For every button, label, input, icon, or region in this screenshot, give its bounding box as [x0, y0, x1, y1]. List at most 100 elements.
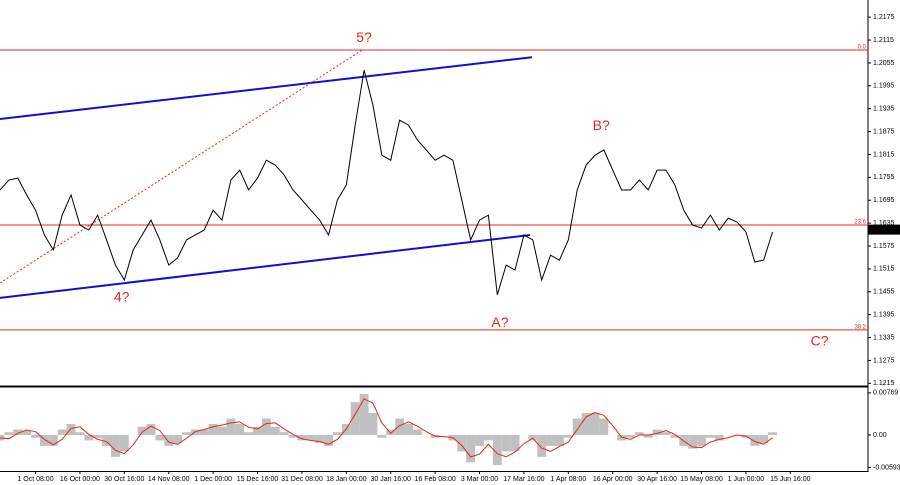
histogram-bar: [324, 434, 333, 446]
histogram-bar: [563, 434, 573, 438]
histogram-bar: [333, 432, 342, 435]
histogram-bar: [395, 418, 405, 435]
y-tick-label: 1.1515: [873, 266, 895, 273]
y-tick-label: 1.1575: [873, 243, 895, 250]
x-tick-label: 18 Jan 00:00: [326, 476, 367, 483]
histogram-bar: [217, 426, 227, 435]
histogram-bar: [244, 432, 254, 435]
histogram-bar: [697, 434, 706, 446]
histogram-bar: [492, 434, 502, 466]
histogram-bar: [199, 429, 209, 435]
histogram-bar: [279, 432, 289, 435]
y-tick-label: 1.1635: [873, 220, 895, 227]
histogram-bar: [13, 429, 23, 435]
x-tick-label: 30 Jan 16:00: [370, 476, 411, 483]
histogram-bar: [714, 434, 724, 441]
histogram-bar: [377, 434, 387, 438]
histogram-bar: [617, 434, 627, 441]
wave-label: 5?: [356, 29, 372, 45]
x-tick-label: 15 Dec 16:00: [237, 476, 279, 483]
histogram-bar: [466, 434, 476, 463]
trendline: [0, 56, 533, 120]
y-tick-label: 1.1455: [873, 289, 895, 296]
y-tick-label: 1.2115: [873, 37, 894, 44]
histogram-bar: [501, 434, 511, 452]
histogram-bar: [652, 429, 662, 435]
histogram-bar: [146, 424, 156, 435]
x-tick-label: 31 Dec 08:00: [281, 476, 323, 483]
histogram-bar: [270, 426, 280, 435]
x-tick-label: 15 Jun 16:00: [770, 476, 811, 483]
x-tick-label: 17 Mar 16:00: [503, 476, 544, 483]
histogram-bar: [661, 432, 671, 435]
histogram-bar: [386, 429, 396, 435]
histogram-bar: [155, 434, 165, 441]
y-tick-label: 1.1695: [873, 197, 895, 204]
y-tick-label: 1.1275: [873, 357, 895, 364]
y-tick-label: 0.00769: [873, 390, 898, 397]
histogram-bar: [768, 432, 777, 435]
histogram-bar: [705, 434, 715, 438]
wave-label: A?: [491, 314, 508, 330]
histogram-bar: [164, 434, 174, 446]
histogram-bar: [750, 434, 760, 446]
y-tick-label: 1.1875: [873, 128, 895, 135]
histogram-bar: [226, 418, 236, 435]
last-price-label: 1.1618: [873, 226, 895, 233]
histogram-bar: [102, 434, 111, 446]
histogram-bar: [111, 434, 120, 457]
histogram-bar: [182, 432, 191, 435]
histogram-bar: [350, 402, 360, 435]
histogram-bar: [48, 434, 58, 446]
histogram-bar: [359, 393, 369, 435]
x-tick-label: 14 Nov 08:00: [148, 476, 190, 483]
histogram-bar: [572, 418, 582, 435]
wave-label: B?: [593, 117, 610, 133]
histogram-bar: [93, 434, 103, 438]
histogram-bar: [590, 413, 600, 435]
x-tick-label: 1 Jun 00:00: [728, 476, 765, 483]
histogram-bar: [261, 418, 271, 435]
signal-line: [0, 398, 773, 458]
histogram-bar: [66, 424, 76, 435]
x-tick-label: 30 Oct 16:00: [104, 476, 144, 483]
histogram-bar: [4, 432, 14, 435]
wave-label: C?: [811, 332, 829, 348]
histogram-bar: [253, 426, 262, 435]
y-tick-label: 1.1215: [873, 380, 895, 387]
y-tick-label: 1.2175: [873, 14, 895, 21]
histogram-bar: [288, 434, 298, 438]
x-tick-label: 30 Apr 16:00: [637, 476, 677, 483]
histogram-bar: [670, 434, 680, 438]
y-tick-label: 0.00: [873, 432, 887, 439]
x-tick-label: 16 Oct 00:00: [60, 476, 100, 483]
y-tick-label: 1.1815: [873, 151, 895, 158]
x-tick-label: 15 May 08:00: [680, 476, 723, 483]
histogram-bar: [626, 434, 635, 438]
histogram-bar: [759, 434, 769, 444]
histogram-bar: [412, 429, 422, 435]
y-tick-label: 1.1995: [873, 83, 895, 90]
histogram-bar: [315, 434, 325, 444]
y-tick-label: 1.1395: [873, 312, 895, 319]
x-tick-label: 1 Apr 08:00: [550, 476, 586, 483]
last-price-box: [868, 224, 900, 235]
price-line: [0, 70, 774, 295]
histogram-bar: [31, 434, 40, 438]
histogram-bar: [137, 426, 147, 435]
histogram-bar: [208, 424, 218, 435]
y-tick-label: 1.1755: [873, 174, 895, 181]
x-tick-label: 3 Mar 00:00: [461, 476, 498, 483]
histogram-bar: [599, 418, 609, 435]
x-tick-label: 16 Apr 00:00: [593, 476, 633, 483]
histogram-bar: [483, 434, 493, 441]
histogram-bar: [306, 434, 316, 441]
y-tick-label: 1.2055: [873, 60, 895, 67]
x-tick-label: 16 Feb 08:00: [414, 476, 455, 483]
histogram-bar: [75, 432, 85, 435]
histogram-bar: [297, 434, 307, 441]
histogram-bar: [22, 430, 32, 435]
histogram-bar: [510, 434, 520, 452]
histogram-bar: [57, 429, 67, 435]
